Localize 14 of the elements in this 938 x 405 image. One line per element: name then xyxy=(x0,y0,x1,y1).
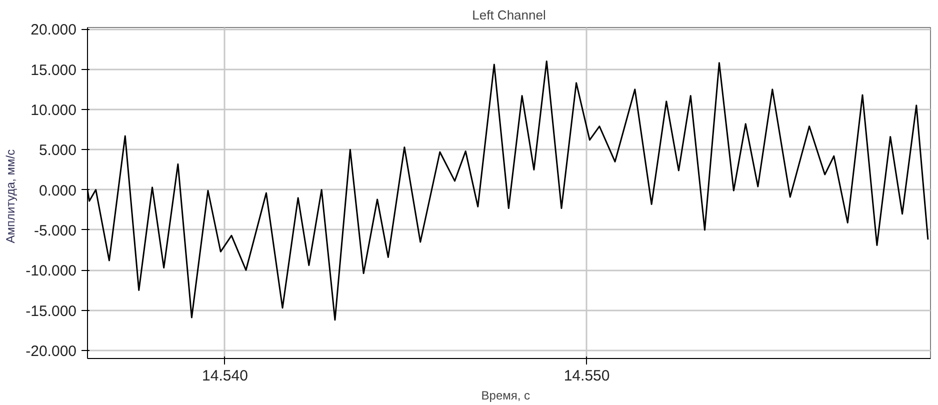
y-tick-label: -5.000 xyxy=(34,222,77,240)
x-axis-title: Время, с xyxy=(481,388,530,402)
y-tick-label: 0.000 xyxy=(38,182,77,200)
y-tick-label: -15.000 xyxy=(26,302,76,320)
y-tick-label: -10.000 xyxy=(26,262,76,280)
chart-title: Left Channel xyxy=(472,8,546,22)
x-tick-label: 14.540 xyxy=(202,368,248,384)
y-tick-label: 10.000 xyxy=(30,102,77,119)
y-tick-label: 5.000 xyxy=(38,142,77,160)
y-axis-title: Амплитуда, мм/с xyxy=(4,149,18,244)
y-tick-label: 20.000 xyxy=(30,22,77,39)
y-tick-label: 15.000 xyxy=(30,62,77,79)
x-tick-label: 14.550 xyxy=(564,368,610,384)
y-tick-label: -20.000 xyxy=(26,342,76,360)
